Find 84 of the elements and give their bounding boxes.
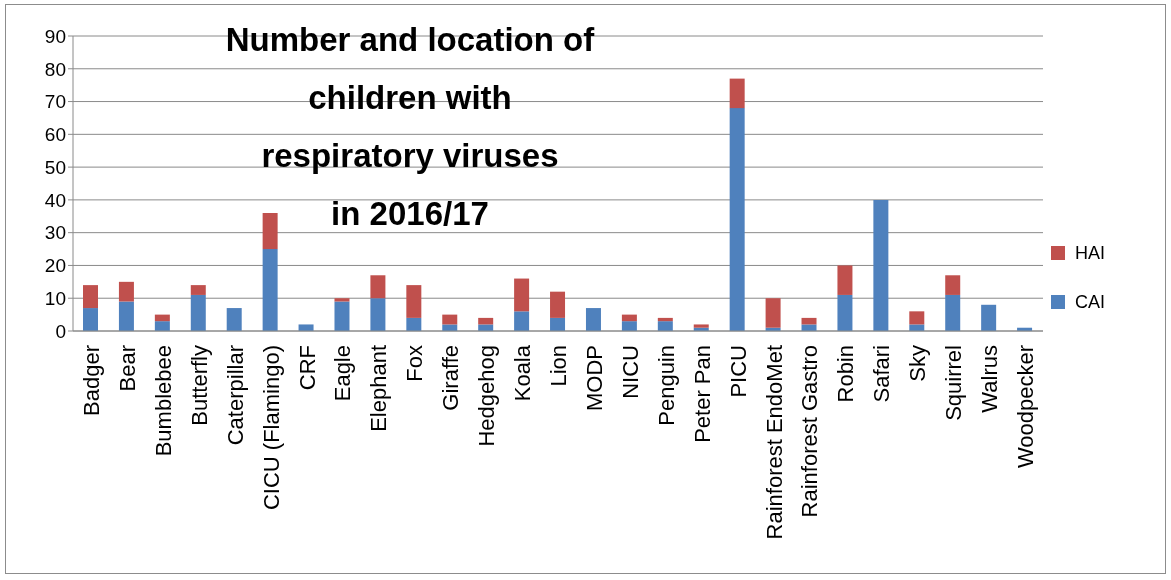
bar — [729, 78, 745, 109]
bar — [837, 265, 853, 295]
x-tick-label: Badger — [78, 345, 104, 416]
x-tick-label: CICU (Flamingo) — [258, 345, 284, 511]
bar — [370, 298, 386, 331]
y-tick-label: 60 — [44, 124, 66, 146]
x-tick-label: MODP — [581, 345, 607, 411]
bar — [945, 275, 961, 295]
bar — [118, 281, 134, 302]
bar — [226, 308, 242, 331]
x-tick-label: Squirrel — [941, 345, 967, 421]
bar — [406, 285, 422, 318]
x-tick-label: Robin — [833, 345, 859, 403]
bar — [585, 308, 601, 331]
legend-label: CAI — [1075, 291, 1106, 313]
bar — [873, 199, 889, 331]
bar — [514, 278, 530, 312]
x-tick-label: PICU — [725, 345, 751, 398]
x-tick-label: Penguin — [653, 345, 679, 426]
y-tick-label: 50 — [44, 156, 66, 178]
x-tick-label: Sky — [905, 345, 931, 382]
text: Number and location of children with respiratory viruses in 2016/17 — [225, 20, 595, 234]
x-tick-label: Lion — [546, 345, 571, 387]
y-tick-label: 10 — [44, 287, 66, 309]
y-tick-label: 70 — [44, 91, 66, 113]
bar — [190, 285, 206, 295]
bar — [118, 301, 134, 331]
bar — [478, 324, 494, 331]
bar — [909, 324, 925, 331]
x-tick-label: Woodpecker — [1013, 345, 1039, 469]
bar — [370, 275, 386, 299]
legend-label: HAI — [1075, 242, 1106, 264]
bar — [262, 249, 278, 331]
bar — [334, 301, 350, 331]
x-tick-label: CRF — [294, 345, 320, 391]
x-tick-label: Koala — [510, 344, 536, 402]
bar — [514, 311, 530, 331]
bar — [298, 324, 314, 331]
bar — [262, 213, 278, 250]
bar — [909, 311, 925, 325]
bar — [478, 317, 494, 325]
x-tick-label: Walrus — [977, 345, 1003, 413]
bar — [190, 294, 206, 331]
bar — [83, 285, 98, 309]
bar — [550, 317, 566, 331]
bar — [334, 298, 350, 302]
bar — [945, 294, 961, 331]
x-tick-label: Eagle — [330, 345, 356, 402]
x-tick-label: Rainforest EndoMet — [761, 345, 787, 540]
x-tick-label: NICU — [617, 345, 643, 399]
bar — [801, 317, 817, 325]
x-tick-label: Butterfly — [186, 345, 212, 426]
y-tick-label: 40 — [44, 189, 66, 211]
bar — [442, 324, 458, 331]
x-tick-label: Elephant — [366, 345, 392, 432]
x-tick-label: Giraffe — [438, 345, 464, 411]
bar — [154, 321, 170, 331]
bar — [406, 317, 422, 331]
bar — [657, 321, 673, 331]
bar — [981, 304, 997, 331]
x-tick-label: Hedgehog — [474, 345, 500, 447]
bar — [621, 314, 637, 322]
y-tick-label: 30 — [44, 222, 66, 244]
bar — [442, 314, 458, 325]
bar — [729, 108, 745, 331]
x-tick-label: Fox — [402, 345, 428, 382]
bar — [801, 324, 817, 331]
y-tick-label: 80 — [44, 58, 66, 80]
y-tick-label: 20 — [44, 255, 66, 277]
x-tick-label: Peter Pan — [689, 345, 715, 443]
x-tick-label: Bear — [114, 345, 140, 392]
bar — [83, 308, 98, 331]
x-tick-label: Bumblebee — [150, 345, 176, 457]
x-tick-label: Rainforest Gastro — [797, 345, 823, 518]
bar — [621, 321, 637, 331]
y-tick-label: 90 — [44, 25, 66, 47]
x-tick-label: Caterpillar — [222, 345, 248, 446]
bar — [154, 314, 170, 322]
bar — [657, 317, 673, 322]
y-tick-label: 0 — [55, 320, 66, 342]
bar — [837, 294, 853, 331]
bar — [765, 298, 781, 328]
bar — [550, 291, 566, 318]
x-tick-label: Safari — [869, 345, 895, 403]
